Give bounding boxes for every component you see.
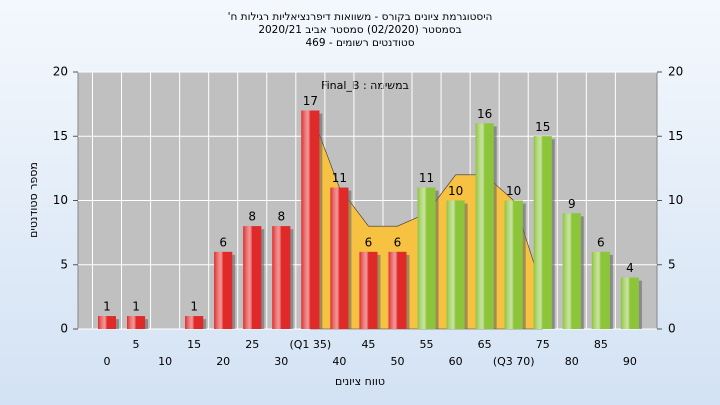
x-tick-label: 80 [565, 355, 579, 368]
y2-tick-label: 10 [668, 193, 683, 207]
title-line: בסמסטר (02/2020) סמסטר אביב 2020/21 [258, 24, 461, 36]
y2-tick-label: 5 [668, 257, 676, 271]
data-label: 10 [506, 184, 521, 198]
data-label: 1 [132, 300, 140, 314]
x-tick-label: 50 [391, 355, 405, 368]
bar-shine [243, 226, 262, 329]
y-tick-label: 0 [60, 322, 68, 336]
x-axis-title: טווח ציונים [335, 375, 385, 388]
data-label: 4 [626, 261, 634, 275]
x-tick-label: 15 [187, 338, 201, 351]
bar-shine [98, 316, 116, 329]
bar-shine [417, 187, 436, 329]
y-axis-title: מספר סטודנטים [27, 162, 40, 238]
data-label: 8 [277, 210, 285, 224]
bar-shine [504, 200, 523, 329]
bar-shine [446, 200, 465, 329]
data-label: 6 [219, 235, 227, 249]
x-tick-label: 40 [332, 355, 346, 368]
x-tick-label: 0 [104, 355, 111, 368]
y-tick-label: 5 [60, 257, 68, 271]
data-label: 11 [419, 171, 434, 185]
data-label: 1 [103, 300, 111, 314]
data-label: 17 [303, 94, 318, 108]
x-tick-label: 55 [420, 338, 434, 351]
y2-tick-label: 15 [668, 129, 683, 143]
bar-shine [301, 110, 320, 329]
x-tick-label: (Q1 35) [289, 338, 331, 351]
data-label: 11 [332, 171, 347, 185]
y-tick-label: 10 [53, 193, 68, 207]
bar-shine [475, 123, 494, 330]
x-tick-label: 65 [478, 338, 492, 351]
data-label: 1 [190, 300, 198, 314]
x-tick-label: 10 [158, 355, 172, 368]
bar-shine [214, 251, 233, 329]
data-label: 9 [568, 197, 576, 211]
data-label: 15 [535, 120, 550, 134]
data-label: 6 [365, 235, 373, 249]
bar-shine [620, 277, 639, 329]
bar-shine [562, 213, 581, 329]
title-line: היסטוגרמת ציונים בקורס - משוואות דיפרנצי… [228, 11, 493, 23]
bar-shine [388, 251, 407, 329]
data-label: 16 [477, 107, 492, 121]
bar-shine [533, 136, 552, 329]
data-label: 10 [448, 184, 463, 198]
y2-tick-label: 0 [668, 322, 676, 336]
x-tick-label: 90 [623, 355, 637, 368]
y-tick-label: 15 [53, 129, 68, 143]
data-label: 6 [597, 235, 605, 249]
x-tick-label: 5 [133, 338, 140, 351]
bar-shine [359, 251, 378, 329]
bar-shine [272, 226, 291, 329]
title-line: סטודנטים רשומים - 469 [305, 37, 414, 49]
bar-shine [185, 316, 204, 329]
x-tick-label: 45 [361, 338, 375, 351]
x-tick-label: 60 [449, 355, 463, 368]
legend-label: במשימה : Final_B [321, 79, 409, 92]
y-tick-label: 20 [53, 65, 68, 79]
bar-shine [591, 251, 610, 329]
bar-shine [127, 316, 146, 329]
x-tick-label: 85 [594, 338, 608, 351]
x-tick-label: 75 [536, 338, 550, 351]
x-tick-label: 25 [245, 338, 259, 351]
x-tick-label: 20 [216, 355, 230, 368]
x-tick-label: (Q3 70) [493, 355, 535, 368]
data-label: 8 [248, 210, 256, 224]
x-tick-label: 30 [274, 355, 288, 368]
bar-shine [330, 187, 349, 329]
y2-tick-label: 20 [668, 65, 683, 79]
data-label: 6 [394, 235, 402, 249]
